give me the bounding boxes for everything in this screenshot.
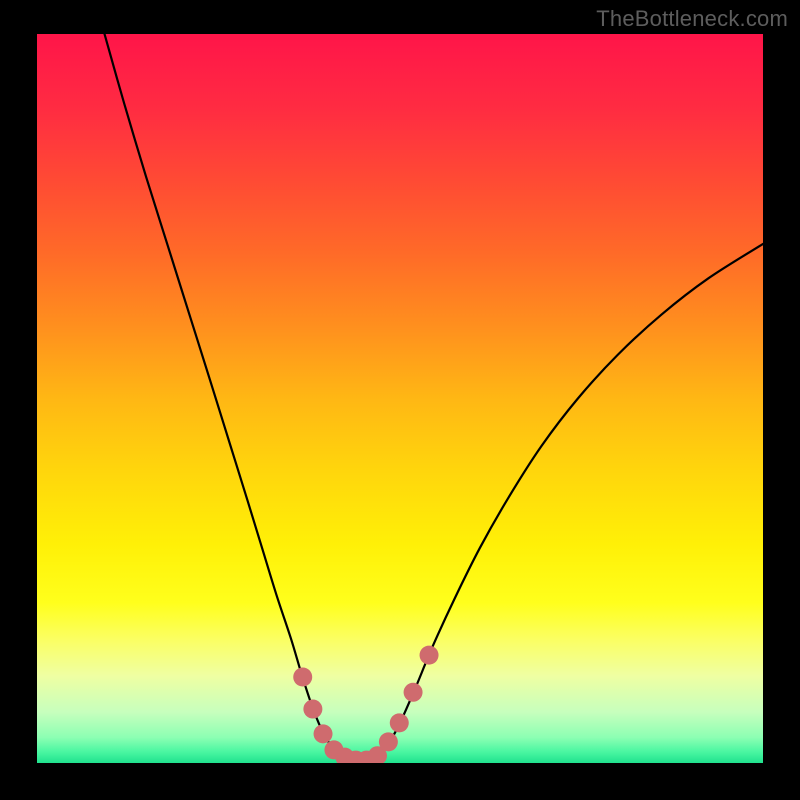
valley-marker: [420, 646, 439, 665]
valley-marker: [293, 667, 312, 686]
valley-marker: [390, 713, 409, 732]
valley-marker: [379, 732, 398, 751]
bottleneck-chart: [0, 0, 800, 800]
chart-root: TheBottleneck.com: [0, 0, 800, 800]
valley-marker: [303, 700, 322, 719]
plot-background: [37, 34, 763, 763]
valley-marker: [404, 683, 423, 702]
watermark-text: TheBottleneck.com: [596, 6, 788, 32]
valley-marker: [314, 724, 333, 743]
